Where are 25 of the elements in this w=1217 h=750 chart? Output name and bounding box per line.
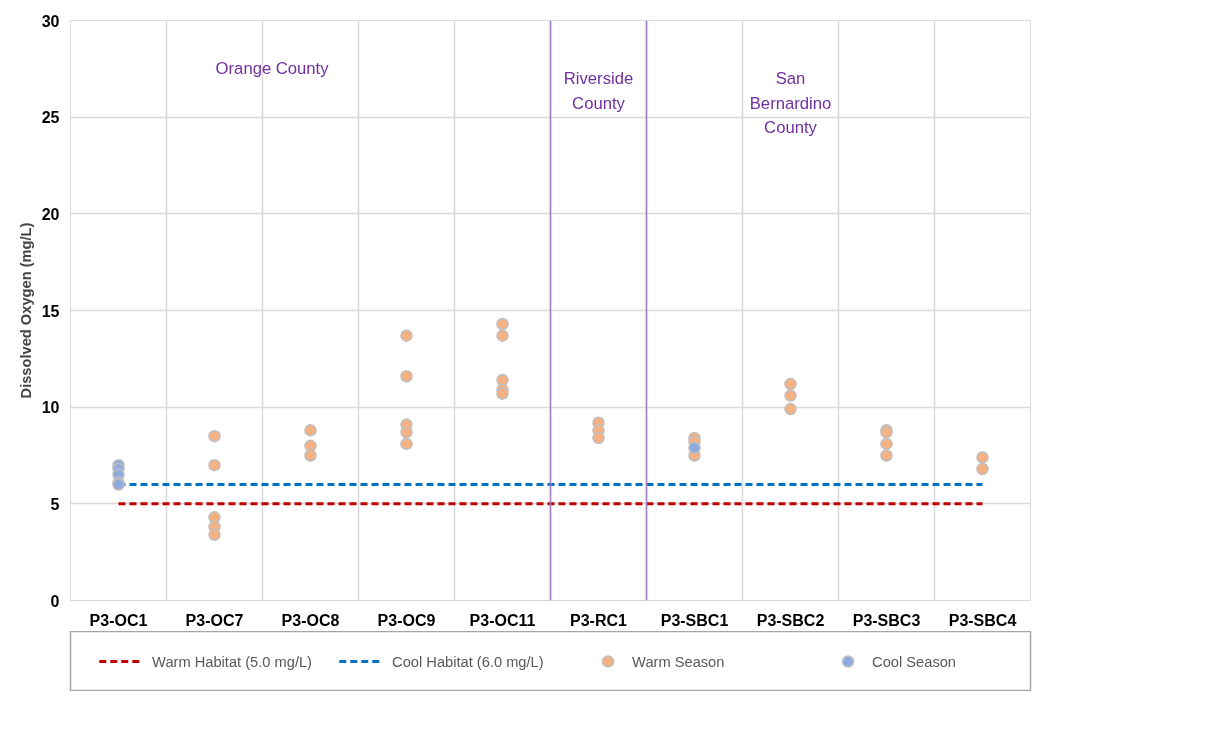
x-tick-label: P3-SBC3 [852, 611, 921, 629]
y-tick-label: 25 [41, 109, 60, 127]
y-tick-label: 0 [50, 592, 60, 610]
legend-label: Cool Habitat (6.0 mg/L) [392, 653, 544, 670]
y-tick-label: 20 [41, 205, 60, 223]
annotation: San Bernardino County [749, 68, 832, 138]
y-tick-label: 30 [41, 12, 60, 30]
y-tick-label: 5 [50, 495, 60, 513]
x-tick-label: P3-SBC2 [756, 611, 825, 629]
legend-label: Warm Habitat (5.0 mg/L) [152, 653, 313, 670]
legend-label: Warm Season [632, 653, 725, 670]
x-tick-label: P3-SBC4 [948, 611, 1017, 629]
x-tick-label: P3-OC9 [377, 611, 436, 629]
x-tick-label: P3-OC8 [281, 611, 340, 629]
x-tick-label: P3-OC7 [185, 611, 244, 629]
legend-label: Cool Season [872, 653, 957, 670]
y-tick-label: 15 [41, 302, 60, 320]
annotation: Orange County [215, 59, 330, 79]
y-tick-label: 10 [41, 399, 60, 417]
y-axis-title: Dissolved Oxygen (mg/L) [17, 222, 34, 399]
x-tick-label: P3-RC1 [570, 611, 628, 629]
annotation: Riverside County [563, 68, 634, 113]
x-tick-label: P3-SBC1 [660, 611, 729, 629]
x-tick-label: P3-OC11 [469, 611, 536, 629]
x-tick-label: P3-OC1 [89, 611, 148, 629]
